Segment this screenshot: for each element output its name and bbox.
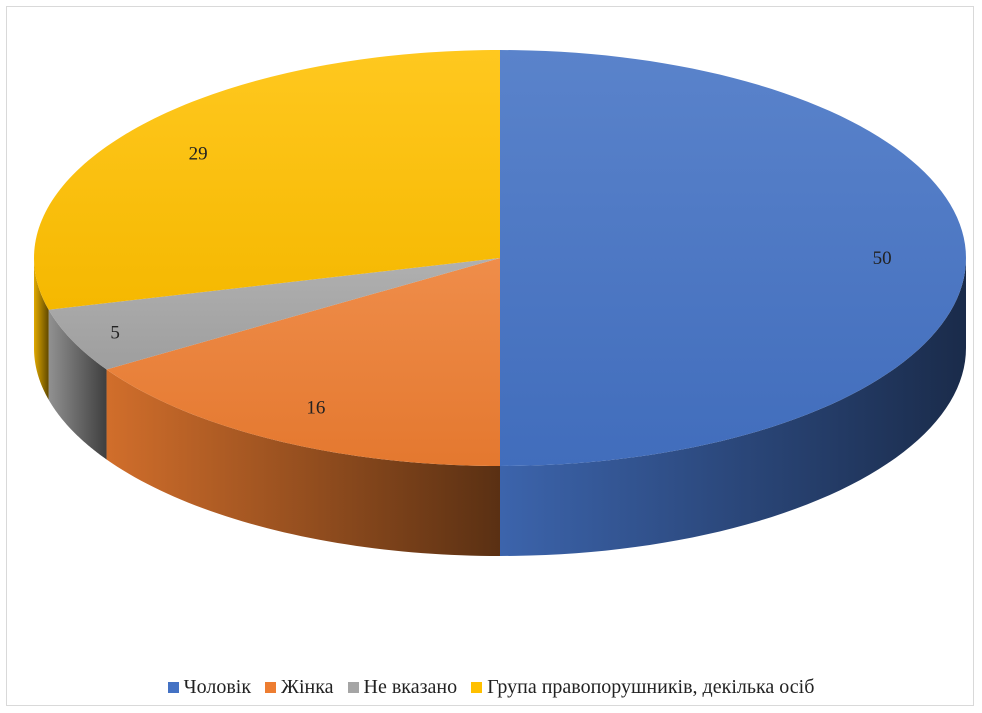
- data-label-1: 16: [306, 398, 325, 419]
- legend-swatch-0: [167, 682, 179, 693]
- pie-data-labels: 50 16 5 29: [110, 144, 891, 419]
- slice-top-3: [34, 50, 500, 310]
- data-label-2: 5: [110, 322, 120, 343]
- legend-item-2: Не вказано: [347, 676, 458, 699]
- legend-label-3: Група правопорушників, декілька осіб: [487, 676, 815, 698]
- legend-swatch-2: [347, 682, 359, 693]
- slice-side-2: [48, 309, 107, 460]
- legend-label-0: Чоловік: [183, 676, 252, 698]
- legend-swatch-1: [265, 682, 277, 693]
- pie-sides: [34, 258, 966, 556]
- legend-item-1: Жінка: [265, 676, 334, 699]
- data-label-0: 50: [873, 248, 892, 269]
- legend: Чоловік Жінка Не вказано Група правопору…: [0, 676, 982, 699]
- data-label-3: 29: [189, 144, 208, 165]
- slice-side-0: [500, 258, 966, 556]
- legend-swatch-3: [471, 682, 483, 693]
- pie-tops: [34, 50, 966, 466]
- legend-label-2: Не вказано: [363, 676, 458, 698]
- legend-item-0: Чоловік: [167, 676, 252, 699]
- slice-side-3: [34, 258, 49, 400]
- slice-top-1: [106, 258, 500, 466]
- slice-side-1: [106, 369, 500, 556]
- slice-top-2: [48, 258, 500, 370]
- legend-item-3: Група правопорушників, декілька осіб: [471, 676, 814, 699]
- slice-top-0: [500, 50, 966, 466]
- legend-label-1: Жінка: [281, 676, 334, 698]
